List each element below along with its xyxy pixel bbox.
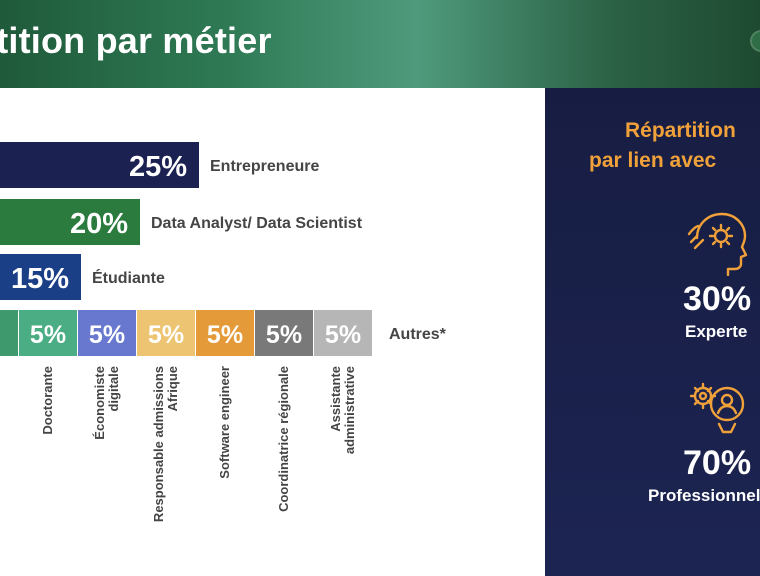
panel-title-line2: par lien avec: [589, 149, 717, 172]
bar-1: [0, 142, 199, 188]
stacked-segment: [0, 310, 18, 356]
stacked-segment: [255, 310, 313, 356]
panel-title: Répartition par lien avec: [589, 116, 760, 176]
others-label: Autres*: [389, 326, 447, 343]
stacked-segment: [137, 310, 195, 356]
panel-title-line1: Répartition: [625, 119, 736, 142]
segment-value-label: 5%: [30, 321, 66, 349]
bar-value-label: 15%: [11, 263, 69, 295]
segment-value-label: 5%: [148, 321, 184, 349]
bar-2: [0, 199, 140, 245]
logo-icon: [750, 30, 760, 52]
bar-category-label: Étudiante: [92, 268, 165, 287]
segment-category-label: Afrique: [165, 366, 180, 412]
bar-3: [0, 254, 81, 300]
link-distribution-panel: Répartition par lien avec 30% Experte 70…: [545, 88, 760, 576]
segment-category-label: Doctorante: [40, 366, 55, 435]
expert-percent: 30%: [683, 280, 752, 318]
stacked-segment: [78, 310, 136, 356]
segment-value-label: 5%: [266, 321, 302, 349]
segment-category-label: Assistante: [328, 366, 343, 432]
occupation-bar-chart: 25% Entrepreneure 20% Data Analyst/ Data Sc…: [0, 142, 447, 522]
stacked-segment: [196, 310, 254, 356]
expert-label: Experte: [685, 322, 748, 341]
bar-category-label: Data Analyst/ Data Scientist: [151, 215, 363, 232]
stacked-segment: [19, 310, 77, 356]
user-gear-icon: [689, 382, 745, 434]
segment-category-label: Software engineer: [217, 366, 232, 479]
professional-percent: 70%: [683, 444, 752, 482]
segment-category-label: Coordinatrice régionale: [276, 366, 291, 512]
segment-category-label: Responsable admissions: [151, 366, 166, 522]
bar-category-label: Entrepreneure: [210, 158, 319, 175]
segment-category-label: administrative: [342, 366, 357, 454]
segment-value-label: 5%: [325, 321, 361, 349]
head-gear-icon: [687, 212, 748, 276]
page-title: rtition par métier: [0, 20, 272, 61]
segment-value-label: 5%: [207, 321, 243, 349]
segment-category-label: Économiste: [92, 366, 107, 440]
bar-value-label: 25%: [129, 151, 187, 183]
header-banner: rtition par métier: [0, 0, 760, 88]
segment-value-label: 5%: [89, 321, 125, 349]
segment-category-label: digitale: [106, 366, 121, 412]
stacked-segment: [314, 310, 372, 356]
bar-value-label: 20%: [70, 208, 128, 240]
professional-label: Professionnelle: [648, 486, 760, 505]
